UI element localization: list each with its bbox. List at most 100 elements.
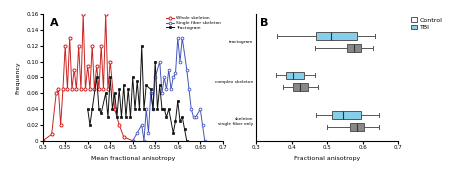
Tractogram [184,140,190,142]
Whole skeleton [67,37,73,39]
Tractogram [125,88,131,90]
Whole skeleton [130,140,136,142]
Whole skeleton [53,92,59,94]
Tractogram [137,108,142,110]
Whole skeleton [40,140,46,142]
Single fiber skeleton [139,124,145,126]
Tractogram [143,84,149,86]
Tractogram [182,128,187,130]
Tractogram [164,116,169,118]
Single fiber skeleton [153,76,158,78]
Whole skeleton [64,88,70,90]
Tractogram [177,120,183,122]
Tractogram [121,84,127,86]
Tractogram [109,108,115,110]
Whole skeleton [71,68,77,71]
Single fiber skeleton [177,61,183,63]
Single fiber skeleton [130,140,136,142]
Tractogram [148,88,154,90]
Single fiber skeleton [166,68,172,71]
Text: B: B [260,18,269,28]
Tractogram [112,92,118,94]
Whole skeleton [81,13,86,15]
Whole skeleton [98,45,104,47]
Single fiber skeleton [193,116,199,118]
Single fiber skeleton [159,92,165,94]
Tractogram [132,108,138,110]
Tractogram [135,80,140,82]
Single fiber skeleton [171,76,176,78]
Whole skeleton [62,45,68,47]
Tractogram [98,112,104,114]
Tractogram [89,108,95,110]
Whole skeleton [73,88,79,90]
Tractogram [157,84,163,86]
Single fiber skeleton [168,88,174,90]
Legend: Control, TBI: Control, TBI [409,15,445,33]
Tractogram [130,76,136,78]
Tractogram [103,92,109,94]
Whole skeleton [107,61,113,63]
Tractogram [85,108,91,110]
PathPatch shape [316,32,357,40]
Single fiber skeleton [148,92,154,94]
Tractogram [94,76,100,78]
Tractogram [141,108,147,110]
Single fiber skeleton [179,37,185,39]
Whole skeleton [82,88,88,90]
Tractogram [96,108,102,110]
Single fiber skeleton [186,88,192,90]
Tractogram [116,88,122,90]
Whole skeleton [96,88,102,90]
X-axis label: Fractional anisotropy: Fractional anisotropy [294,156,360,161]
Whole skeleton [94,64,100,67]
Single fiber skeleton [173,73,178,75]
Whole skeleton [55,88,61,90]
PathPatch shape [350,123,365,131]
Legend: Whole skeleton, Single fiber skeleton, Tractogram: Whole skeleton, Single fiber skeleton, T… [166,16,220,30]
Tractogram [155,108,160,110]
Whole skeleton [112,108,118,110]
Whole skeleton [100,88,106,90]
Line: Whole skeleton: Whole skeleton [41,12,134,142]
Whole skeleton [78,88,84,90]
Text: A: A [50,18,58,28]
Whole skeleton [103,13,109,15]
Tractogram [139,45,145,47]
Tractogram [118,116,124,118]
Whole skeleton [60,88,66,90]
Single fiber skeleton [188,108,194,110]
Line: Tractogram: Tractogram [86,45,188,142]
PathPatch shape [346,44,361,52]
Single fiber skeleton [161,76,167,78]
Whole skeleton [91,88,97,90]
Tractogram [166,108,172,110]
Single fiber skeleton [197,108,203,110]
Line: Single fiber skeleton: Single fiber skeleton [131,36,206,142]
Single fiber skeleton [135,132,140,134]
Tractogram [171,132,176,134]
Tractogram [175,100,181,102]
Single fiber skeleton [146,132,151,134]
Tractogram [123,116,129,118]
Whole skeleton [116,124,122,126]
Tractogram [107,76,113,78]
Y-axis label: Frequency: Frequency [16,61,21,94]
PathPatch shape [286,71,304,79]
Whole skeleton [89,45,95,47]
Tractogram [87,124,93,126]
Whole skeleton [58,124,64,126]
Tractogram [159,108,165,110]
Tractogram [150,108,156,110]
Whole skeleton [85,64,91,67]
Whole skeleton [76,45,82,47]
Single fiber skeleton [184,68,190,71]
Whole skeleton [87,88,93,90]
Single fiber skeleton [200,124,205,126]
Single fiber skeleton [157,61,163,63]
Tractogram [173,120,178,122]
Tractogram [114,116,120,118]
Tractogram [179,116,185,118]
Single fiber skeleton [150,108,156,110]
Whole skeleton [105,88,111,90]
